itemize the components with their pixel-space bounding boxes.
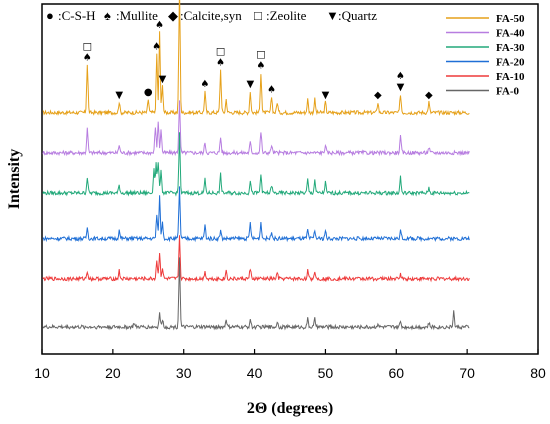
peak-marker: ♠: [152, 42, 161, 53]
peak-marker: ▼: [159, 74, 167, 85]
peak-marker: ▼: [397, 82, 405, 93]
phase-key-item: ● :C-S-H: [46, 8, 96, 23]
peak-marker: ♠: [256, 60, 265, 71]
peak-marker: ♠: [396, 71, 405, 82]
x-tick-label: 50: [318, 365, 334, 381]
peak-marker: ▼: [322, 90, 330, 101]
legend-label: FA-30: [496, 42, 525, 54]
peak-marker: ♠: [155, 20, 164, 31]
x-tick-label: 60: [388, 365, 404, 381]
phase-key-label: :Zeolite: [266, 8, 307, 23]
phase-key-item: ♠ :Mullite: [104, 8, 158, 23]
x-tick-label: 20: [105, 365, 121, 381]
peak-marker: ◆: [374, 90, 382, 101]
phase-key-symbol: ▼: [326, 8, 339, 23]
phase-key: ● :C-S-H ♠ :Mullite ◆:Calcite,syn □ :Zeolite ▼:…: [46, 8, 377, 23]
legend-label: FA-20: [496, 57, 525, 69]
x-tick-label: 40: [247, 365, 263, 381]
x-tick-label: 80: [530, 365, 546, 381]
phase-key-symbol: ●: [46, 8, 54, 23]
plot-frame: [41, 3, 539, 355]
legend-label: FA-10: [496, 71, 525, 83]
legend-label: FA-0: [496, 86, 520, 98]
x-axis-title: 2Θ (degrees): [247, 400, 333, 417]
series-line-fa-10: [42, 235, 470, 283]
phase-key-label: :Mullite: [116, 8, 158, 23]
x-axis-ticks: 10 20 30 40 50 60 70 80: [34, 349, 546, 381]
phase-key-label: :Calcite,syn: [180, 8, 242, 23]
phase-key-symbol: □: [254, 8, 262, 23]
series-line-fa-0: [42, 257, 470, 331]
peak-marker: □: [216, 47, 225, 58]
phase-key-item: □ :Zeolite: [254, 8, 307, 23]
series-line-fa-40: [42, 100, 470, 157]
phase-key-label: :C-S-H: [58, 8, 96, 23]
series-line-fa-30: [42, 132, 470, 197]
series-line-fa-50: [42, 0, 470, 117]
peak-marker: ♠: [267, 85, 276, 96]
peak-marker: ▼: [246, 79, 254, 90]
peak-marker: ◆: [425, 90, 433, 101]
peak-marker: □: [83, 41, 92, 52]
series-line-fa-20: [42, 186, 470, 243]
x-tick-label: 70: [459, 365, 475, 381]
peak-marker: ♠: [216, 58, 225, 69]
phase-key-item: ▼:Quartz: [326, 8, 377, 23]
peak-marker: ♠: [200, 79, 209, 90]
peak-marker: ●: [144, 87, 153, 98]
phase-key-item: ◆:Calcite,syn: [168, 8, 242, 23]
series-layer: [42, 0, 470, 331]
x-tick-label: 30: [176, 365, 192, 381]
peak-annotations: ♠□▼●♠♠▼●◆♠♠□▼♠□♠▼◆▼♠◆: [83, 20, 433, 101]
legend: FA-50 FA-40 FA-30 FA-20 FA-10 FA-0: [446, 13, 525, 98]
peak-marker: ♠: [83, 52, 92, 63]
legend-label: FA-50: [496, 13, 525, 25]
phase-key-symbol: ◆: [168, 8, 178, 23]
y-axis-title: Intensity: [6, 149, 23, 209]
phase-key-label: :Quartz: [338, 8, 377, 23]
x-tick-label: 10: [34, 365, 50, 381]
legend-label: FA-40: [496, 28, 525, 40]
peak-marker: ▼: [115, 90, 123, 101]
phase-key-symbol: ♠: [104, 8, 111, 23]
peak-marker: □: [256, 49, 265, 60]
